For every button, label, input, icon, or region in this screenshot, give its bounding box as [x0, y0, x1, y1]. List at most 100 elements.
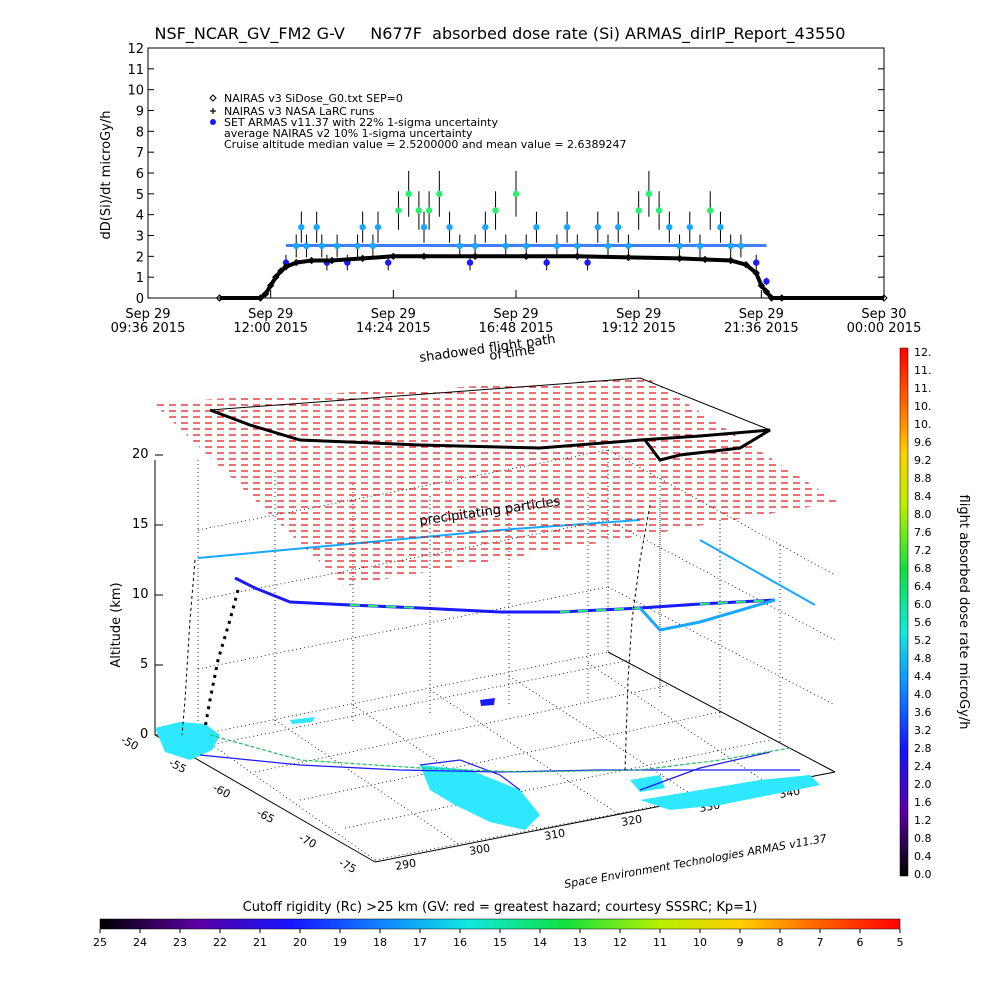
nairas-point: [522, 252, 530, 261]
dose-y-tick-label: 11: [127, 63, 144, 78]
nairas-point: [389, 252, 398, 261]
rigidity-colorbar-tick-label: 12: [613, 936, 627, 949]
nairas-point: [292, 258, 300, 267]
nairas-point: [471, 252, 479, 261]
nairas-point: [358, 254, 367, 263]
particles-plane: [152, 378, 838, 586]
rigidity-colorbar-tick-label: 22: [213, 936, 227, 949]
dose-legend: NAIRAS v3 SiDose_G0.txt SEP=0 NAIRAS v3 …: [209, 92, 627, 151]
longitude-ticks: 290 300 310 320 330 340: [394, 785, 801, 873]
page-title: NSF_NCAR_GV_FM2 G-V N677F absorbed dose …: [154, 24, 846, 43]
armas-point: [298, 223, 305, 231]
dose-y-tick-label: 4: [136, 209, 144, 224]
lon-tick-300: 300: [468, 842, 491, 858]
ground-track: [209, 734, 791, 773]
nairas-point: [261, 290, 270, 298]
armas-point: [686, 223, 693, 231]
legend-label-nairas-larc: NAIRAS v3 NASA LaRC runs: [224, 105, 375, 118]
dose-colorbar-tick-label: 7.6: [914, 526, 932, 539]
armas-point: [727, 242, 734, 250]
lat-tick-70: -70: [297, 831, 319, 851]
dose-colorbar-ticks: 12. 11. 11. 10. 10. 9.6 9.2 8.8 8.4 8.0 7.6 7.2 6.8 6…: [914, 346, 932, 881]
altitude-map-3d: 0 5 10 15 20 Altitude (km) -50 -55 -60 -…: [109, 332, 838, 891]
armas-point: [425, 207, 433, 214]
dose-colorbar-label: flight absorbed dose rate microGy/h: [956, 495, 971, 730]
descent-dashed-line: [624, 504, 651, 771]
dose-x-tick-label-time: 16:48 2015: [479, 321, 554, 336]
rigidity-colorbar-tick-label: 8: [777, 936, 784, 949]
rigidity-colorbar-tick-label: 15: [493, 936, 507, 949]
armas-point: [502, 242, 509, 250]
dose-colorbar-tick-label: 10.: [914, 418, 932, 431]
nairas-point: [573, 252, 582, 261]
nairas-point: [266, 281, 275, 290]
nairas-point: [880, 294, 888, 302]
rigidity-colorbar-tick-label: 16: [453, 936, 467, 949]
armas-point: [584, 259, 591, 266]
armas-point: [333, 242, 341, 250]
armas-point: [471, 242, 479, 250]
armas-point: [717, 223, 724, 231]
dose-colorbar-tick-label: 5.2: [914, 634, 932, 647]
dose-colorbar-tick-label: 2.8: [914, 742, 932, 755]
dose-colorbar-tick-label: 4.8: [914, 652, 932, 665]
rigidity-colorbar-tick-label: 14: [533, 936, 547, 949]
latitude-ticks: -50 -55 -60 -65 -70 -75: [119, 733, 359, 876]
dose-y-tick-label: 7: [136, 146, 144, 161]
rigidity-colorbar-tick-label: 5: [897, 936, 904, 949]
dose-y-tick-label: 0: [136, 292, 144, 307]
armas-point: [436, 190, 443, 198]
armas-point: [615, 223, 622, 231]
dose-y-tick-label: 5: [136, 188, 144, 203]
armas-point: [405, 190, 412, 198]
nairas-series-line: [219, 254, 884, 300]
armas-point: [420, 223, 428, 231]
rigidity-colorbar-tick-label: 23: [173, 936, 187, 949]
altitude-tick-5: 5: [140, 657, 148, 672]
dose-y-tick-label: 10: [127, 84, 144, 99]
nairas-point: [282, 263, 290, 271]
armas-point: [293, 242, 300, 250]
floor-grid: [197, 659, 836, 861]
credit-text: Space Environment Technologies ARMAS v11…: [563, 832, 828, 891]
armas-point: [512, 190, 520, 198]
altitude-tick-10: 10: [132, 587, 149, 602]
rigidity-colorbar-tick-label: 10: [693, 936, 707, 949]
armas-point: [456, 242, 463, 250]
nairas-point: [256, 294, 265, 302]
legend-label-nairas-v2: average NAIRAS v2 10% 1-sigma uncertaint…: [224, 127, 473, 140]
nairas-point: [272, 273, 280, 281]
dose-y-tick-label: 3: [136, 230, 144, 245]
dose-colorbar-tick-label: 5.6: [914, 616, 932, 629]
legend-entry-nairas-larc: NAIRAS v3 NASA LaRC runs: [210, 105, 375, 118]
dose-x-tick-label-date: Sep 29: [739, 307, 784, 322]
nairas-point: [675, 254, 684, 263]
rigidity-colorbar-tick-label: 20: [293, 936, 307, 949]
nairas-point: [215, 294, 224, 302]
rigidity-colorbar-ticks: 25 24 23 22 21 20 19 18 17 16 15 14 13 12 11 10 9 8 7 6 5: [93, 929, 904, 949]
dose-colorbar-tick-label: 8.8: [914, 472, 932, 485]
altitude-tick-20: 20: [132, 447, 149, 462]
lat-tick-60: -60: [211, 781, 233, 801]
dose-colorbar-tick-label: 2.0: [914, 778, 932, 791]
dose-y-tick-label: 2: [136, 250, 144, 265]
armas-point: [318, 242, 325, 250]
dose-colorbar-tick-label: 9.2: [914, 454, 932, 467]
dose-colorbar-tick-label: 1.2: [914, 814, 932, 827]
rigidity-land: [155, 698, 820, 830]
nairas-point: [762, 288, 771, 296]
dose-colorbar-tick-label: 6.4: [914, 580, 932, 593]
armas-point: [625, 242, 632, 250]
rigidity-colorbar-tick-label: 24: [133, 936, 147, 949]
altitude-tick-0: 0: [140, 727, 148, 742]
dose-marks: [215, 170, 888, 302]
nairas-point: [778, 294, 786, 302]
armas-point: [482, 223, 489, 231]
shadow-flight-path: [209, 408, 771, 462]
rigidity-colorbar-tick-label: 11: [653, 936, 667, 949]
nairas-point: [328, 256, 336, 265]
dose-colorbar-gradient: [899, 347, 909, 877]
armas-point: [369, 242, 377, 250]
legend-diamond-icon: [209, 94, 217, 102]
dose-colorbar-tick-label: 10.: [914, 400, 932, 413]
